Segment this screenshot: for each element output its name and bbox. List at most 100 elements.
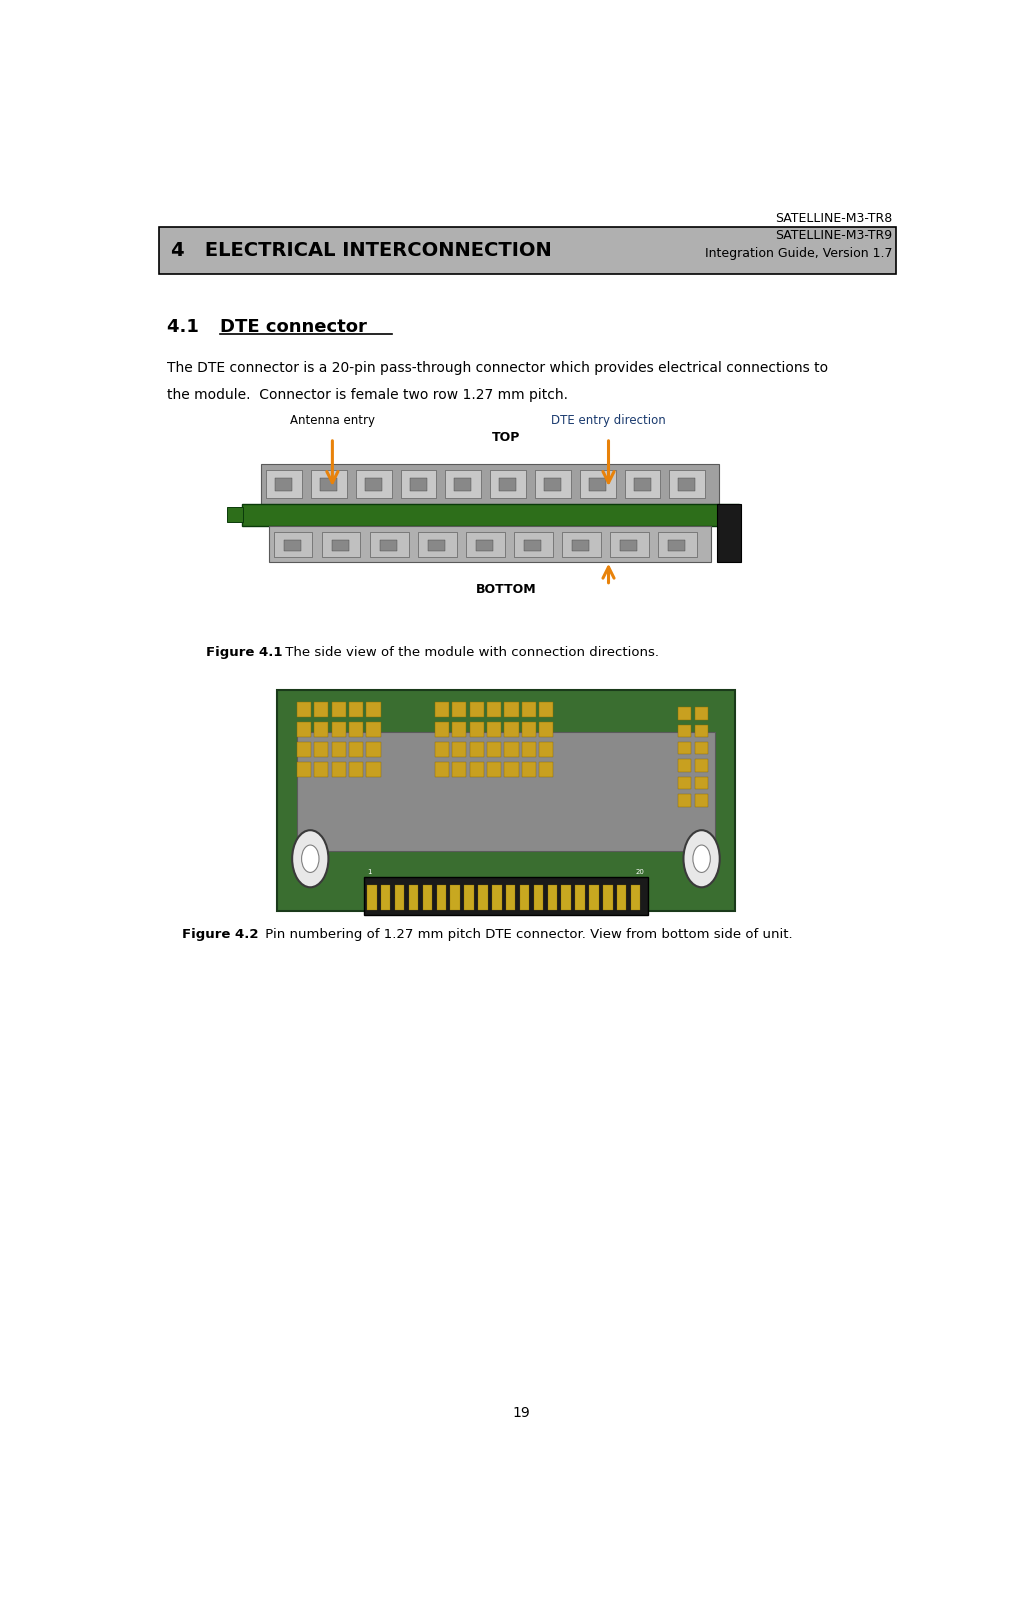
Text: 19: 19 [513,1406,530,1420]
Bar [435,703,449,717]
Text: 4.1: 4.1 [167,318,211,335]
Text: Figure 4.1: Figure 4.1 [206,646,283,659]
Bar [504,762,518,777]
Bar [395,885,404,909]
Bar [349,722,363,737]
Bar [400,471,437,498]
Bar [514,532,553,558]
Bar [521,762,535,777]
Bar [274,532,313,558]
Bar [533,885,544,909]
Bar [364,479,382,490]
Bar [315,742,329,758]
Bar [535,471,571,498]
Bar [572,540,589,551]
Bar [718,503,741,563]
Bar [631,885,640,909]
Bar [469,722,484,737]
Text: The side view of the module with connection directions.: The side view of the module with connect… [281,646,659,659]
Bar [364,877,648,914]
Bar [466,532,505,558]
Bar [445,471,482,498]
Bar [297,762,312,777]
Bar [562,885,571,909]
Bar [544,479,561,490]
Bar [588,479,606,490]
Bar [548,885,557,909]
Bar [269,526,711,563]
Bar [504,722,518,737]
Bar [320,479,337,490]
Bar [521,703,535,717]
Text: TOP: TOP [492,430,520,445]
Bar [452,762,466,777]
Bar [469,762,484,777]
Bar [450,885,460,909]
Bar [422,885,432,909]
Bar [266,471,302,498]
Text: SATELLINE-M3-TR9: SATELLINE-M3-TR9 [776,229,893,242]
Bar [540,742,554,758]
Bar [366,762,381,777]
Bar [487,722,501,737]
Bar [504,742,518,758]
Bar [478,885,488,909]
Bar [275,479,292,490]
Bar [315,762,329,777]
Bar [589,885,599,909]
Text: Figure 4.2: Figure 4.2 [182,929,259,941]
Bar [277,690,735,911]
Bar [349,762,363,777]
Bar [349,703,363,717]
Bar [524,540,542,551]
Bar [366,742,381,758]
Bar [332,722,346,737]
Bar [603,885,613,909]
Bar [315,703,329,717]
Circle shape [292,830,329,887]
Bar [297,742,312,758]
Bar [159,227,897,274]
Bar [437,885,446,909]
Bar [521,722,535,737]
Bar [297,703,312,717]
Bar [452,742,466,758]
Bar [694,795,708,806]
Bar [435,742,449,758]
Bar [409,479,427,490]
Bar [670,471,705,498]
Text: 1: 1 [367,869,372,875]
Bar [694,708,708,719]
Text: Antenna entry: Antenna entry [290,414,375,427]
Bar [371,532,408,558]
Bar [322,532,360,558]
Text: The DTE connector is a 20-pin pass-through connector which provides electrical c: The DTE connector is a 20-pin pass-throu… [167,361,828,376]
Bar [694,759,708,772]
Bar [562,532,601,558]
Bar [284,540,301,551]
Text: DTE entry direction: DTE entry direction [551,414,666,427]
Bar [409,885,418,909]
Bar [694,725,708,737]
Bar [332,762,346,777]
Bar [487,762,501,777]
Bar [428,540,445,551]
Bar [241,503,739,526]
Bar [490,471,526,498]
Text: DTE connector: DTE connector [220,318,367,335]
Bar [315,722,329,737]
Bar [355,471,392,498]
Bar [487,742,501,758]
Bar [454,479,471,490]
Bar [381,885,391,909]
Bar [499,479,516,490]
Bar [540,703,554,717]
Text: 4   ELECTRICAL INTERCONNECTION: 4 ELECTRICAL INTERCONNECTION [171,242,552,260]
Bar [297,722,312,737]
Bar [625,471,661,498]
Bar [332,742,346,758]
Circle shape [683,830,720,887]
Text: 20: 20 [636,869,644,875]
Text: Integration Guide, Version 1.7: Integration Guide, Version 1.7 [705,247,893,260]
Bar [678,742,691,754]
